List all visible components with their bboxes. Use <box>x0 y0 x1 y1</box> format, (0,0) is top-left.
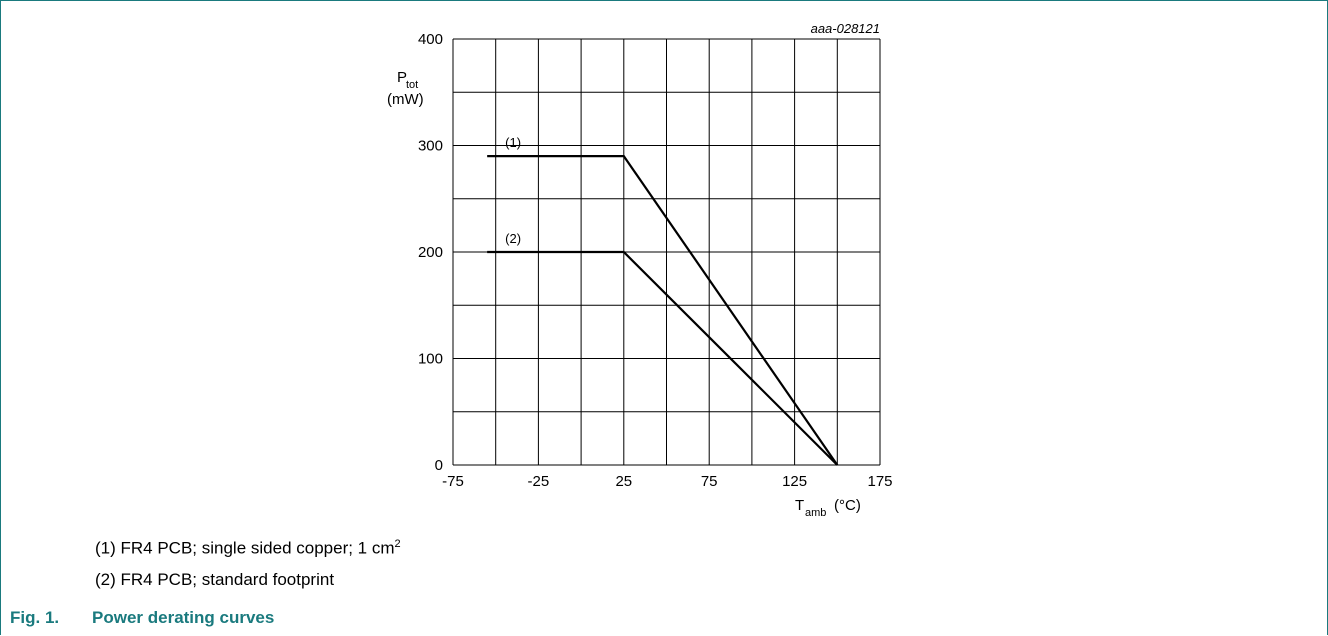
series-line-1 <box>487 155 839 466</box>
x-axis-label-unit: (°C) <box>834 497 861 514</box>
x-tick-label: 75 <box>701 473 718 490</box>
x-tick-label: -75 <box>442 473 464 490</box>
y-tick-label: 0 <box>435 457 443 474</box>
footnote-1-superscript: 2 <box>394 538 401 550</box>
y-axis-label-sub: tot <box>406 79 418 91</box>
x-axis-label-sub: amb <box>805 507 826 519</box>
y-tick-label: 100 <box>418 351 443 368</box>
x-tick-label: -25 <box>528 473 550 490</box>
x-axis-label: T amb (°C) <box>795 497 861 519</box>
y-axis-label: P tot (mW) <box>387 69 424 108</box>
series-label-2: (2) <box>505 231 521 246</box>
x-axis-label-main: T <box>795 497 804 514</box>
series-label-1: (1) <box>505 135 521 150</box>
power-derating-chart: 0 100 200 300 400 -75 -25 25 75 125 175 (1) (2) aaa… <box>387 21 893 519</box>
figure-id-label: aaa-028121 <box>811 21 880 36</box>
tick-labels: 0 100 200 300 400 -75 -25 25 75 125 175 <box>418 31 893 490</box>
series-line-2 <box>487 250 839 466</box>
grid <box>452 38 881 466</box>
x-tick-label: 125 <box>782 473 807 490</box>
series: (1) (2) <box>487 135 839 466</box>
figure-title: Power derating curves <box>92 608 275 627</box>
footnote-1-text: (1) FR4 PCB; single sided copper; 1 cm <box>95 538 395 558</box>
x-tick-label: 25 <box>615 473 632 490</box>
y-tick-label: 300 <box>418 138 443 155</box>
y-tick-label: 200 <box>418 244 443 261</box>
y-tick-label: 400 <box>418 31 443 48</box>
footnote-2: (2) FR4 PCB; standard footprint <box>95 570 335 589</box>
x-tick-label: 175 <box>867 473 892 490</box>
y-axis-label-unit: (mW) <box>387 91 424 108</box>
y-axis-label-main: P <box>397 69 407 86</box>
figure-caption: Fig. 1. Power derating curves <box>10 608 274 628</box>
figure-number: Fig. 1. <box>10 608 60 627</box>
footnote-1: (1) FR4 PCB; single sided copper; 1 cm2 <box>95 538 401 559</box>
